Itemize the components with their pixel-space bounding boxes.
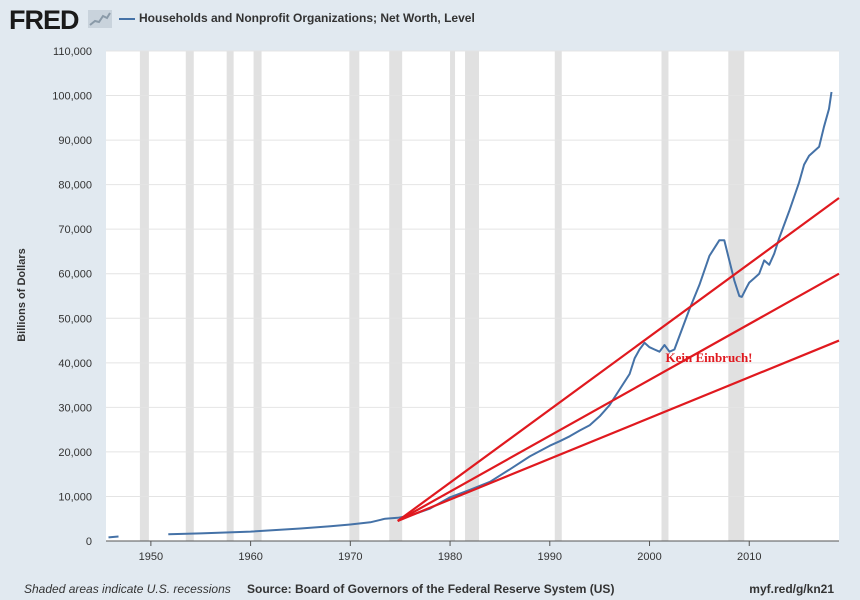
recession-note: Shaded areas indicate U.S. recessions xyxy=(24,582,231,596)
recession-band xyxy=(226,51,234,541)
recession-band xyxy=(139,51,149,541)
trend-line xyxy=(397,197,840,522)
header: FRED Households and Nonprofit Organizati… xyxy=(0,0,860,40)
recession-band xyxy=(465,51,479,541)
fred-logo-graph-icon xyxy=(88,10,112,28)
legend-line-icon xyxy=(119,18,135,20)
y-tick-label: 20,000 xyxy=(58,447,92,459)
x-tick-label: 1960 xyxy=(238,551,262,563)
y-tick-label: 0 xyxy=(86,536,92,548)
gridlines xyxy=(106,50,839,542)
x-tick-label: 1980 xyxy=(438,551,462,563)
x-tick-label: 1990 xyxy=(538,551,562,563)
y-tick-label: 90,000 xyxy=(58,135,92,147)
recession-band xyxy=(728,51,745,541)
y-tick-label: 50,000 xyxy=(58,313,92,325)
recession-band xyxy=(450,51,456,541)
recession-band xyxy=(349,51,360,541)
trend-line xyxy=(397,339,840,522)
x-axis-ticks: 1950 1960 1970 1980 1990 2000 2010 xyxy=(139,541,761,563)
annotation-text: Kein Einbruch! xyxy=(665,350,752,365)
recession-band xyxy=(661,51,669,541)
y-tick-label: 110,000 xyxy=(53,46,92,58)
recession-band xyxy=(253,51,262,541)
y-tick-label: 10,000 xyxy=(58,491,92,503)
trend-lines xyxy=(397,197,840,522)
y-tick-label: 30,000 xyxy=(58,402,92,414)
y-tick-label: 70,000 xyxy=(58,224,92,236)
recession-band xyxy=(389,51,403,541)
y-tick-label: 60,000 xyxy=(58,269,92,281)
series-line-net-worth xyxy=(108,535,119,539)
short-url-link[interactable]: myf.red/g/kn21 xyxy=(749,582,834,596)
trend-line xyxy=(397,272,840,522)
fred-logo[interactable]: FRED xyxy=(9,5,79,35)
source-text: Source: Board of Governors of the Federa… xyxy=(247,582,615,596)
chart-title: Households and Nonprofit Organizations; … xyxy=(139,11,475,25)
y-axis-ticks: 0 10,000 20,000 30,000 40,000 50,000 60,000 70,… xyxy=(52,46,92,548)
recession-band xyxy=(554,51,562,541)
y-tick-label: 80,000 xyxy=(58,180,92,192)
x-tick-label: 1950 xyxy=(139,551,163,563)
recession-band xyxy=(185,51,194,541)
x-tick-label: 1970 xyxy=(338,551,362,563)
y-tick-label: 100,000 xyxy=(52,91,92,103)
recession-bands xyxy=(139,51,745,541)
x-tick-label: 2000 xyxy=(637,551,661,563)
annotations: Kein Einbruch! xyxy=(665,350,752,365)
x-tick-label: 2010 xyxy=(737,551,761,563)
y-tick-label: 40,000 xyxy=(58,358,92,370)
